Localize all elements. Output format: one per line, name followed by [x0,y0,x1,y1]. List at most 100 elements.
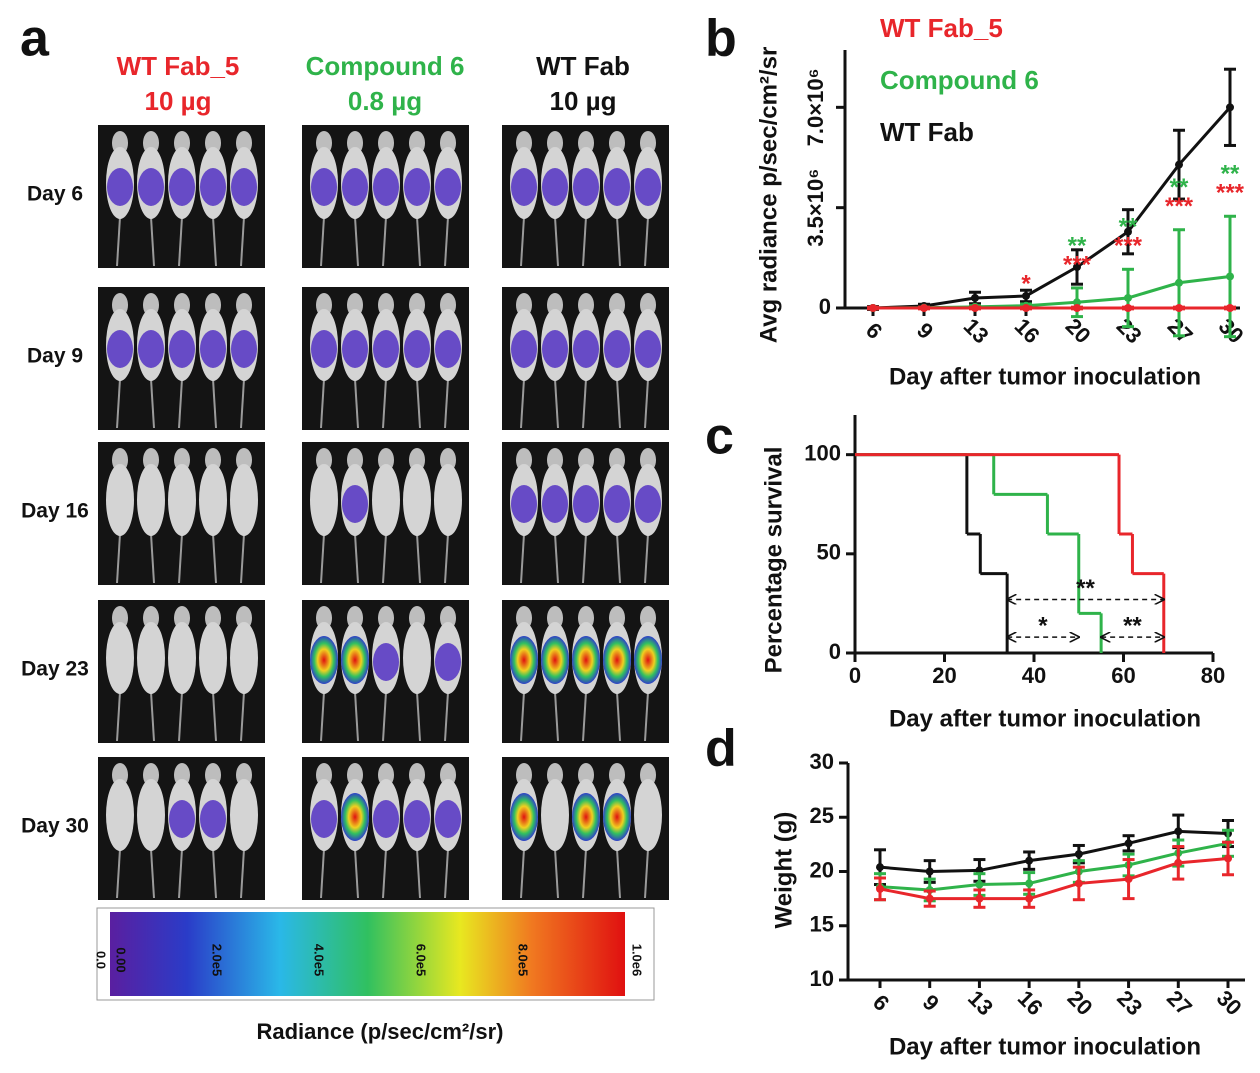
mouse-tail [320,378,325,429]
point [1074,850,1083,859]
row-label: Day 30 [21,815,89,838]
point [1124,839,1133,848]
point [920,304,928,312]
significance: *** [1165,193,1194,220]
mouse-tail [354,691,359,742]
point [1174,858,1183,867]
group-name: Compound 6 [306,51,465,81]
mouse-body [106,779,134,851]
y-tick-label: 0 [829,639,841,664]
signal [311,330,337,368]
mouse-body [541,779,569,851]
signal [604,168,630,206]
colorbar-tick-label: 2.0e5 [210,944,225,977]
point [975,894,984,903]
mouse-tail [554,216,559,267]
x-axis-label: Day after tumor inoculation [889,705,1201,732]
row-label: Day 16 [21,500,89,523]
colorbar-tick-label: 0.0 [94,951,109,969]
signal [169,330,195,368]
significance: *** [1063,251,1092,278]
point [1175,160,1183,169]
panel-label: c [705,408,734,466]
series-line [879,829,1229,874]
x-tick-label: 6 [868,990,894,1016]
point [869,304,877,312]
signal [604,330,630,368]
mouse-tail [520,378,525,429]
y-axis-label: Weight (g) [770,812,797,929]
significance: ** [1068,232,1087,259]
mouse-tail [150,533,155,584]
point [925,894,934,903]
colorbar-label: Radiance (p/sec/cm²/sr) [257,1019,504,1044]
significance: ** [1076,575,1095,602]
signal [511,168,537,206]
mouse-tail [116,848,121,899]
mouse-tail [644,848,649,899]
signal [542,485,568,523]
x-tick-label: 23 [1112,985,1147,1020]
mouse-tail [178,216,183,267]
significance: ** [1221,161,1240,188]
series-line [872,106,1232,310]
signal [138,168,164,206]
mouse-tail [240,691,245,742]
signal [231,168,257,206]
point [1025,894,1034,903]
mouse-tail [240,378,245,429]
mouse-tail [644,378,649,429]
mouse-body [403,464,431,536]
point [1175,304,1183,312]
point [1174,827,1183,836]
mouse-tail [520,533,525,584]
row-label: Day 9 [27,345,83,368]
point [1226,272,1234,281]
group-dose: 10 µg [549,86,616,116]
mouse-tail [116,691,121,742]
mouse-tail [212,691,217,742]
legend-entry: Compound 6 [880,65,1039,95]
y-tick-label: 20 [810,857,834,882]
signal [573,168,599,206]
signal-hot [341,636,369,684]
signal [511,485,537,523]
y-tick-label: 7.0×10⁶ [803,68,828,146]
x-tick-label: 20 [1061,313,1096,348]
mouse-tail [416,216,421,267]
signal [311,168,337,206]
x-tick-label: 20 [1063,985,1098,1020]
mouse-tail [150,216,155,267]
y-tick-label: 0 [819,294,831,319]
signal [511,330,537,368]
mouse-tail [178,378,183,429]
y-axis-label: Percentage survival [760,447,787,674]
mouse-tail [320,533,325,584]
group-dose: 0.8 µg [348,86,422,116]
y-axis-label: Avg radiance p/sec/cm²/sr [755,47,782,344]
mouse-tail [116,533,121,584]
signal [404,168,430,206]
series-line [879,841,1229,892]
mouse-tail [616,216,621,267]
signal [573,485,599,523]
x-tick-label: 20 [932,663,956,688]
x-tick-label: 9 [918,990,944,1016]
mouse-tail [582,848,587,899]
colorbar-tick-label: 4.0e5 [312,944,327,977]
signal [635,330,661,368]
mouse-tail [616,848,621,899]
mouse-body [137,622,165,694]
mouse-tail [520,691,525,742]
mouse-tail [116,216,121,267]
mouse-tail [616,378,621,429]
point [1022,304,1030,312]
signal [169,800,195,838]
point [1175,278,1183,287]
signal [107,330,133,368]
y-tick-label: 10 [810,966,834,991]
panel-label: b [705,10,737,68]
signal-hot [541,636,569,684]
signal-hot [510,793,538,841]
